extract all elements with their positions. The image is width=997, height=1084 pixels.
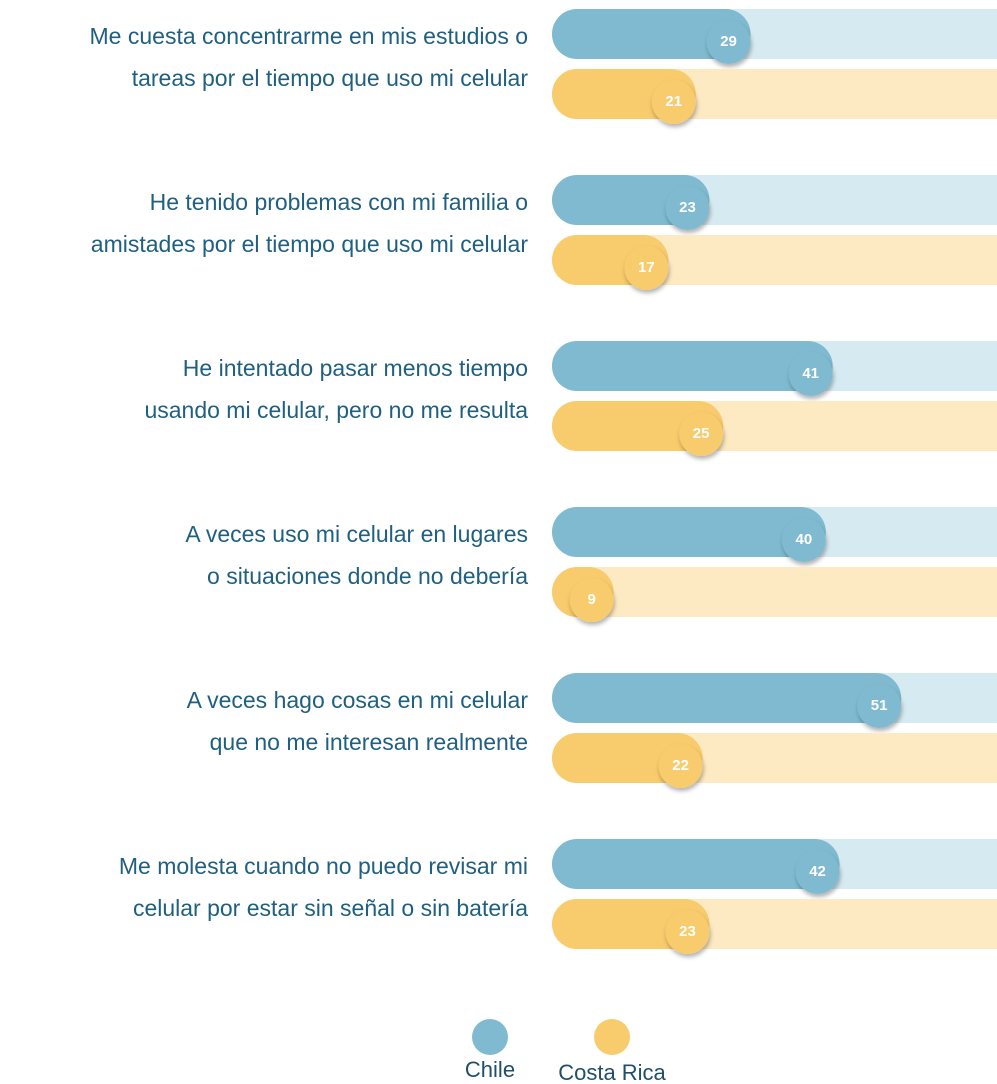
bar-track	[552, 567, 997, 617]
value-label: 23	[679, 199, 696, 216]
value-label: 9	[587, 591, 595, 608]
value-label: 21	[665, 93, 682, 110]
value-bubble	[658, 744, 703, 788]
legend-label: Chile	[465, 1057, 515, 1082]
category-label: tareas por el tiempo que uso mi celular	[132, 65, 529, 91]
value-label: 17	[638, 259, 655, 276]
value-label: 41	[802, 365, 819, 382]
value-bubble	[569, 578, 614, 622]
value-label: 25	[693, 425, 710, 442]
value-label: 29	[720, 33, 737, 50]
value-label: 22	[672, 757, 689, 774]
value-label: 23	[679, 923, 696, 940]
value-bubble	[857, 684, 902, 728]
legend-swatch	[594, 1019, 630, 1055]
bar	[552, 673, 902, 723]
category-label: Me cuesta concentrarme en mis estudios o	[90, 23, 528, 49]
category-label: amistades por el tiempo que uso mi celul…	[91, 231, 529, 257]
category-label: celular por estar sin señal o sin baterí…	[133, 895, 528, 921]
category-label: A veces uso mi celular en lugares	[185, 521, 528, 547]
bar	[552, 9, 751, 59]
bar	[552, 839, 840, 889]
legend-label: Costa Rica	[558, 1060, 666, 1084]
category-label: o situaciones donde no debería	[207, 563, 528, 589]
category-label: A veces hago cosas en mi celular	[187, 687, 529, 713]
value-bubble	[665, 186, 710, 230]
value-bubble	[795, 850, 840, 894]
value-bubble	[665, 910, 710, 954]
category-label: He tenido problemas con mi familia o	[150, 189, 528, 215]
category-label: Me molesta cuando no puedo revisar mi	[119, 853, 528, 879]
value-label: 51	[871, 697, 888, 714]
value-bubble	[651, 80, 696, 124]
category-label: He intentado pasar menos tiempo	[183, 355, 528, 381]
plot: Me cuesta concentrarme en mis estudios o…	[90, 9, 997, 1084]
value-bubble	[706, 20, 751, 64]
bar	[552, 341, 833, 391]
bar	[552, 507, 826, 557]
value-bubble	[788, 352, 833, 396]
category-label: que no me interesan realmente	[210, 729, 528, 755]
value-bubble	[624, 246, 669, 290]
value-bubble	[781, 518, 826, 562]
value-label: 40	[796, 531, 813, 548]
value-bubble	[679, 412, 724, 456]
value-label: 42	[809, 863, 826, 880]
category-label: usando mi celular, pero no me resulta	[144, 397, 528, 423]
legend-swatch	[472, 1019, 508, 1055]
